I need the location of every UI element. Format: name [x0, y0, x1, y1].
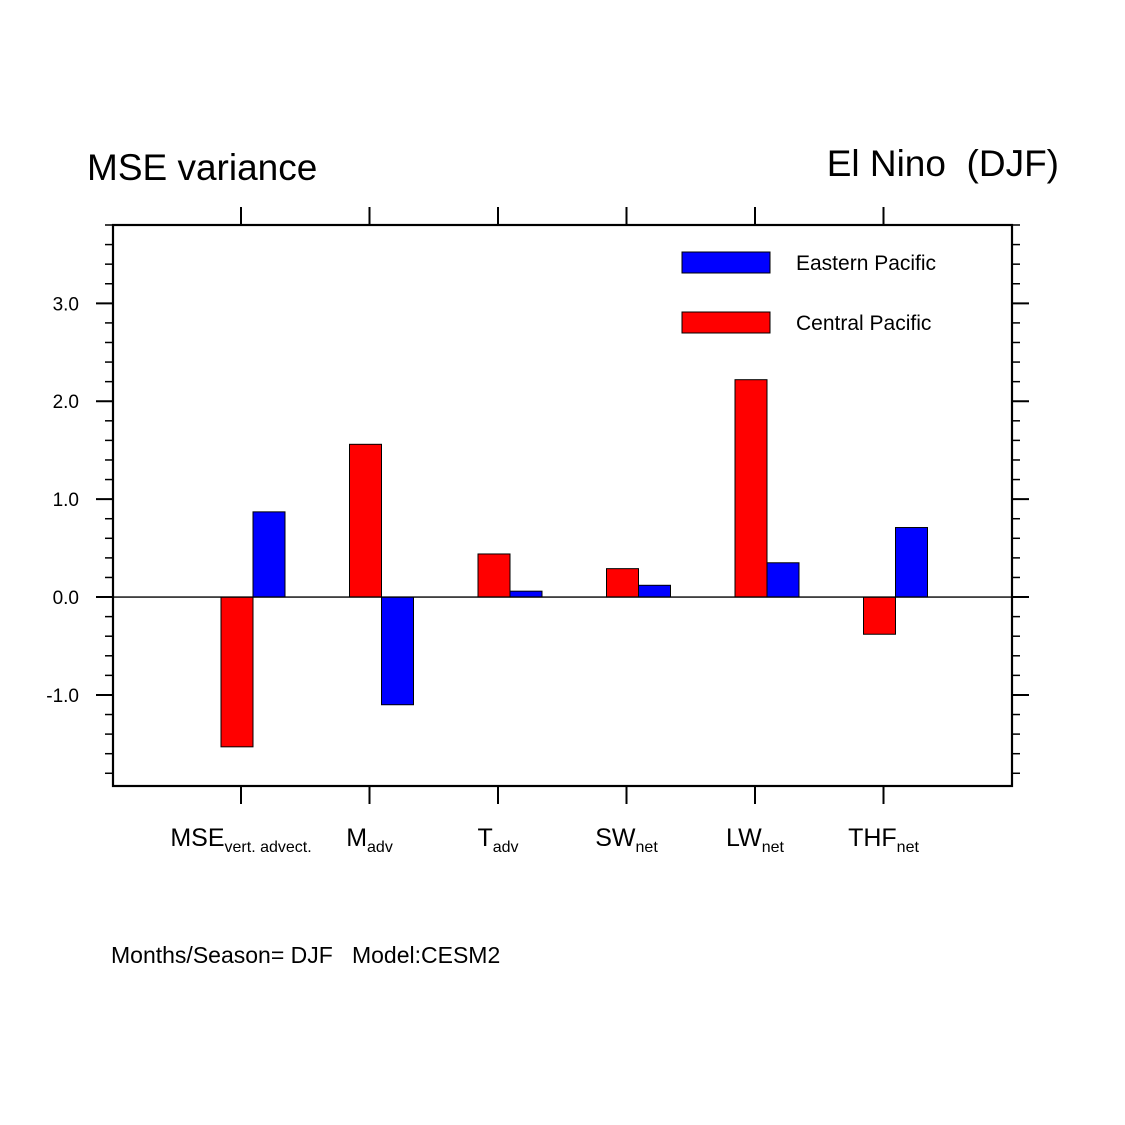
- bar-eastern-pacific-1: [381, 596, 414, 706]
- x-category-label: LWnet: [726, 824, 784, 856]
- bar-eastern-pacific-0: [252, 511, 286, 598]
- y-tick-label: 2.0: [53, 392, 79, 413]
- bar-central-pacific-1: [349, 443, 382, 598]
- bar-central-pacific-3: [606, 568, 639, 598]
- y-tick-label: 3.0: [53, 294, 79, 315]
- plot-frame: [111, 223, 1014, 788]
- x-category-label: SWnet: [595, 824, 658, 856]
- bar-eastern-pacific-3: [638, 584, 671, 598]
- x-category-label: Tadv: [477, 824, 518, 856]
- bar-eastern-pacific-2: [509, 590, 543, 598]
- bars-group: [220, 379, 928, 748]
- legend-label-central-pacific: Central Pacific: [796, 312, 931, 335]
- y-tick-label: 1.0: [53, 490, 79, 511]
- x-category-label: THFnet: [848, 824, 919, 856]
- legend-swatch-eastern-pacific: [681, 251, 771, 274]
- x-category-label: MSEvert. advect.: [170, 824, 311, 856]
- bar-central-pacific-4: [734, 379, 768, 598]
- y-tick-label: -1.0: [46, 686, 79, 707]
- bar-central-pacific-0: [220, 596, 254, 748]
- legend-swatch-central-pacific: [681, 311, 771, 334]
- bar-central-pacific-5: [863, 596, 896, 635]
- legend-label-eastern-pacific: Eastern Pacific: [796, 252, 936, 275]
- x-category-label: Madv: [346, 824, 393, 856]
- axes-group: -1.0 0.0 1.0 2.0 3.0 MSEvert. advect. Madv Tadv…: [46, 207, 1029, 856]
- y-tick-label: 0.0: [53, 588, 79, 609]
- chart-title: MSE variance: [87, 147, 318, 188]
- legend: Eastern Pacific Central Pacific: [681, 251, 936, 335]
- bar-central-pacific-2: [477, 553, 511, 598]
- bar-eastern-pacific-4: [766, 562, 800, 598]
- bar-eastern-pacific-5: [895, 527, 928, 598]
- footer-info: Months/Season= DJF Model:CESM2: [111, 942, 501, 968]
- chart-subtitle: El Nino (DJF): [826, 143, 1059, 184]
